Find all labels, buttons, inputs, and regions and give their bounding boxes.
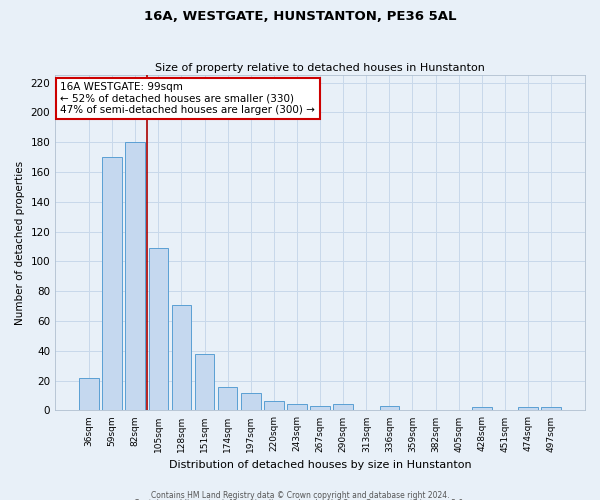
Bar xyxy=(541,408,561,410)
Bar xyxy=(264,402,284,410)
Bar xyxy=(195,354,214,410)
Text: Contains HM Land Registry data © Crown copyright and database right 2024.: Contains HM Land Registry data © Crown c… xyxy=(151,490,449,500)
Bar xyxy=(334,404,353,410)
Bar xyxy=(380,406,399,410)
Y-axis label: Number of detached properties: Number of detached properties xyxy=(15,160,25,325)
Bar xyxy=(241,392,260,410)
Title: Size of property relative to detached houses in Hunstanton: Size of property relative to detached ho… xyxy=(155,63,485,73)
Bar xyxy=(172,304,191,410)
Text: 16A WESTGATE: 99sqm
← 52% of detached houses are smaller (330)
47% of semi-detac: 16A WESTGATE: 99sqm ← 52% of detached ho… xyxy=(61,82,316,115)
Bar xyxy=(218,386,238,410)
Bar xyxy=(472,408,491,410)
Text: 16A, WESTGATE, HUNSTANTON, PE36 5AL: 16A, WESTGATE, HUNSTANTON, PE36 5AL xyxy=(144,10,456,23)
Bar xyxy=(79,378,99,410)
Bar xyxy=(518,408,538,410)
Bar xyxy=(287,404,307,410)
Bar xyxy=(149,248,168,410)
X-axis label: Distribution of detached houses by size in Hunstanton: Distribution of detached houses by size … xyxy=(169,460,472,470)
Bar xyxy=(103,157,122,410)
Bar xyxy=(310,406,330,410)
Bar xyxy=(125,142,145,410)
Text: Contains public sector information licensed under the Open Government Licence v3: Contains public sector information licen… xyxy=(134,499,466,500)
